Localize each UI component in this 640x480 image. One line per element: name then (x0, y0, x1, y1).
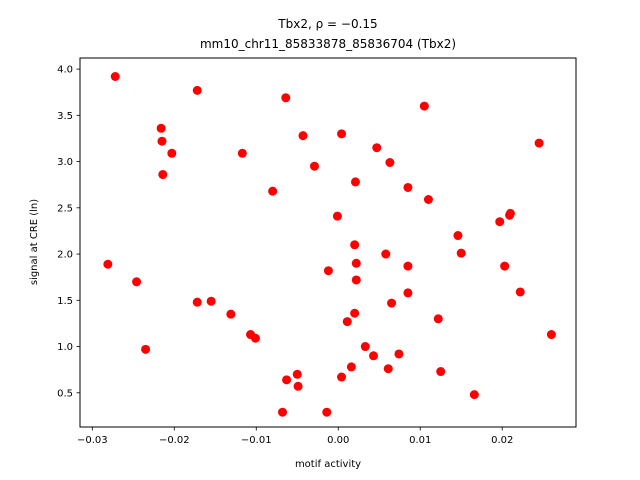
data-point (103, 259, 113, 269)
x-tick-label: 0.00 (327, 435, 349, 446)
points-layer (103, 72, 556, 417)
data-point (322, 407, 332, 417)
data-point (385, 158, 395, 167)
data-point (534, 138, 544, 148)
data-point (332, 211, 342, 221)
data-point (323, 266, 333, 276)
x-tick-label: −0.02 (159, 435, 190, 446)
x-axis: −0.03 −0.02 −0.01 0.00 0.01 0.02 (77, 427, 513, 446)
y-tick-label: 4.0 (57, 65, 73, 76)
data-point (456, 248, 466, 258)
data-point (192, 85, 202, 95)
data-point (500, 261, 510, 271)
data-point (157, 136, 167, 146)
chart-title-line1: Tbx2, ρ = −0.15 (277, 17, 377, 31)
data-point (350, 240, 360, 250)
data-point (469, 390, 479, 400)
data-point (226, 309, 236, 319)
data-point (515, 287, 525, 297)
y-tick-label: 3.0 (57, 157, 73, 168)
y-axis: 0.5 1.0 1.5 2.0 2.5 3.0 3.5 4.0 (57, 65, 80, 399)
data-point (158, 170, 168, 180)
data-point (372, 143, 382, 153)
data-point (351, 275, 361, 285)
data-point (433, 314, 443, 324)
data-point (293, 381, 303, 391)
data-point (505, 210, 515, 220)
data-point (268, 186, 278, 196)
data-point (403, 182, 413, 192)
y-tick-label: 1.0 (57, 342, 73, 353)
data-point (419, 101, 429, 111)
data-point (141, 344, 151, 354)
y-tick-label: 2.0 (57, 250, 73, 261)
y-axis-label-text: signal at CRE (ln) (29, 199, 40, 285)
data-point (383, 364, 393, 374)
data-point (369, 351, 378, 361)
x-tick-label: −0.03 (77, 435, 108, 446)
data-point (237, 148, 247, 158)
data-point (381, 249, 391, 259)
data-point (110, 72, 120, 81)
chart-title-line2: mm10_chr11_85833878_85836704 (Tbx2) (200, 37, 456, 51)
data-point (546, 330, 556, 340)
data-point (350, 308, 360, 318)
x-tick-label: 0.01 (409, 435, 431, 446)
data-point (453, 231, 463, 241)
y-tick-label: 1.5 (57, 296, 73, 307)
data-point (403, 288, 413, 298)
y-axis-label: signal at CRE (ln) (29, 199, 40, 285)
data-point (278, 407, 287, 417)
data-point (309, 161, 319, 171)
data-point (298, 131, 308, 141)
data-point (192, 297, 202, 307)
data-point (281, 93, 291, 103)
data-point (360, 342, 370, 352)
x-axis-label: motif activity (295, 459, 361, 470)
data-point (387, 298, 397, 308)
data-point (206, 296, 216, 306)
data-point (132, 277, 142, 287)
data-point (337, 372, 347, 382)
plot-frame (79, 57, 577, 428)
data-point (350, 177, 360, 187)
data-point (436, 367, 446, 377)
data-point (394, 349, 404, 359)
y-tick-label: 3.5 (57, 111, 73, 122)
data-point (423, 195, 433, 204)
data-point (156, 123, 166, 133)
data-point (346, 362, 356, 372)
data-point (250, 333, 260, 343)
data-point (351, 258, 361, 268)
data-point (337, 129, 347, 139)
x-tick-label: −0.01 (241, 435, 272, 446)
data-point (342, 317, 352, 327)
data-point (167, 148, 177, 158)
data-point (403, 261, 413, 271)
x-tick-label: 0.02 (491, 435, 513, 446)
y-tick-label: 0.5 (57, 388, 73, 399)
data-point (495, 217, 505, 227)
data-point (282, 375, 292, 385)
data-point (292, 369, 302, 379)
y-tick-label: 2.5 (57, 203, 73, 214)
